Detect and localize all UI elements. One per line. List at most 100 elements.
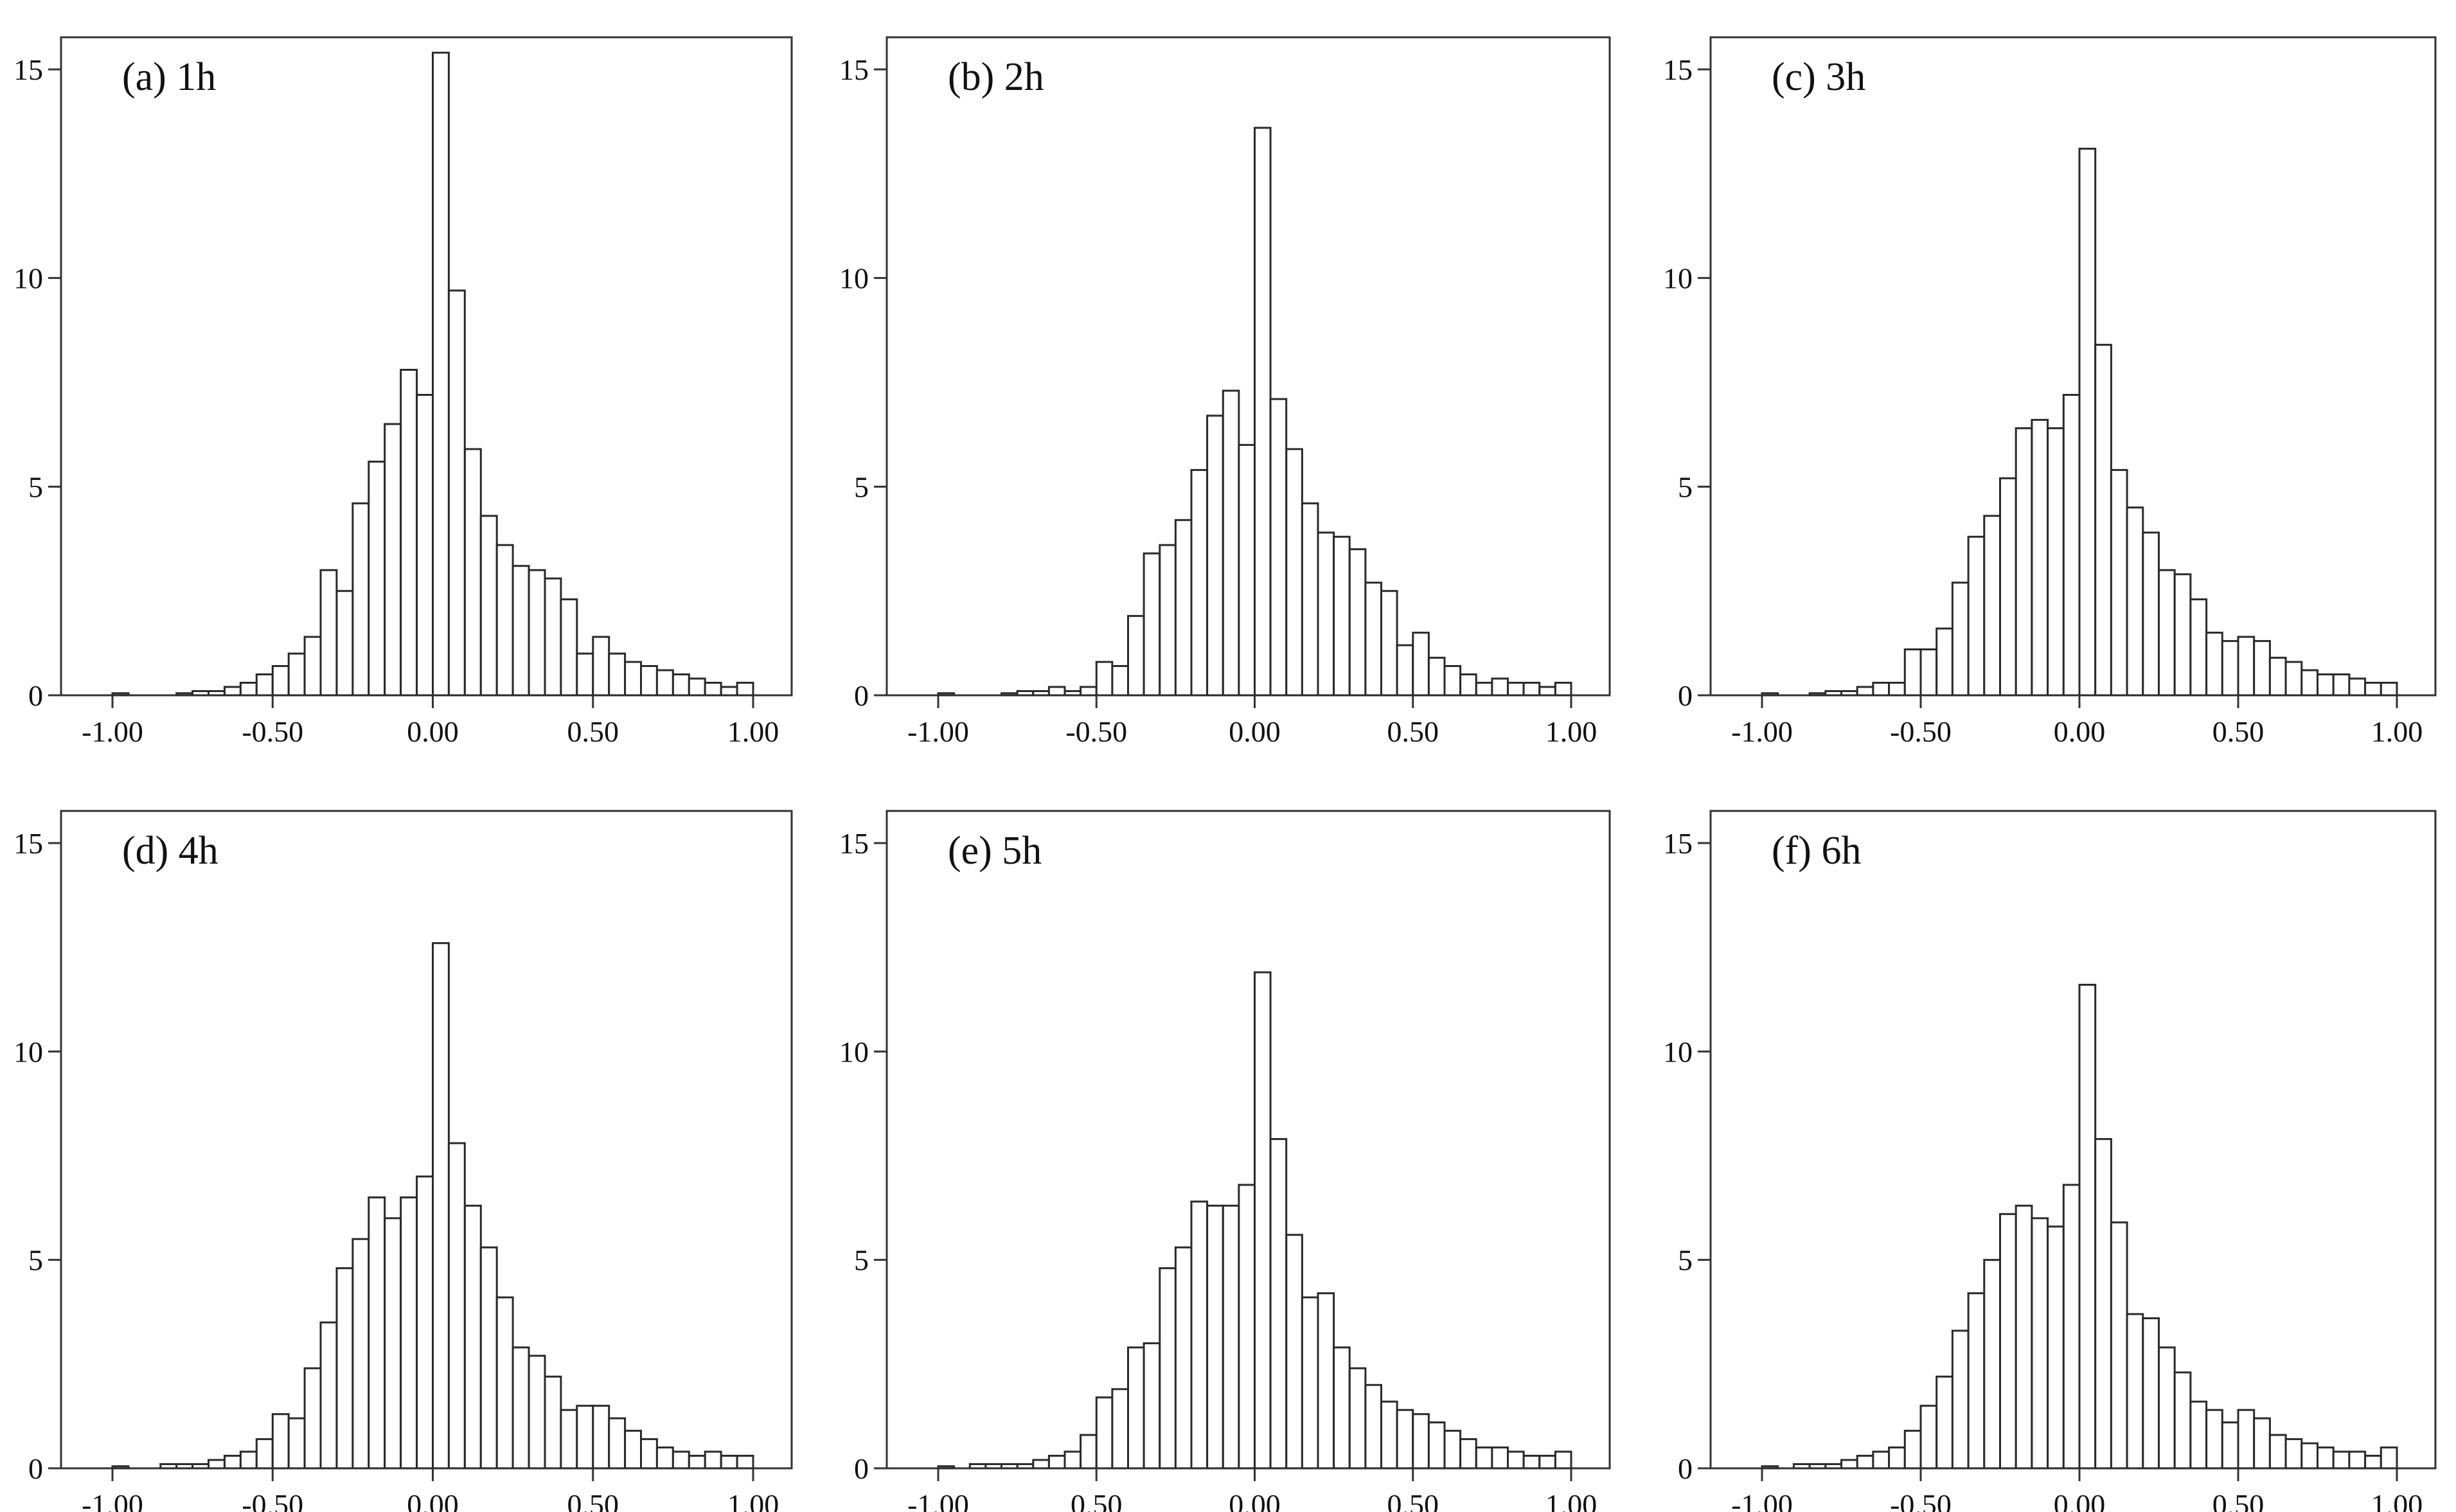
histogram-bar <box>1840 690 1858 697</box>
histogram-bar <box>2237 1409 2256 1470</box>
histogram-bar <box>1522 682 1541 697</box>
histogram-bar <box>1285 1234 1303 1470</box>
histogram-bar <box>255 673 274 697</box>
histogram-bar <box>2284 1438 2303 1470</box>
histogram-bar <box>2078 984 2097 1470</box>
histogram-bar <box>2015 1204 2033 1470</box>
histogram-bar <box>1317 1292 1335 1470</box>
panel-title: (a) 1h <box>122 55 216 99</box>
histogram-bar <box>447 289 466 697</box>
histogram-bar <box>1269 1138 1288 1470</box>
x-tick-label: -0.50 <box>242 1488 303 1512</box>
histogram-bar <box>2189 598 2208 697</box>
histogram-bar <box>271 1413 290 1470</box>
histogram-bar <box>2110 468 2128 697</box>
histogram-bar <box>1174 519 1193 697</box>
y-tick-label: 5 <box>854 470 869 503</box>
histogram-bar <box>1095 1396 1114 1470</box>
histogram-bar <box>463 448 482 697</box>
histogram-bar <box>576 1405 594 1470</box>
histogram-bar <box>1983 515 2002 697</box>
histogram-bar <box>672 673 690 697</box>
histogram-bar <box>1001 692 1019 697</box>
x-tick-label: -0.50 <box>242 715 303 748</box>
x-tick-label: -1.00 <box>82 715 143 748</box>
y-tick-label: 10 <box>839 262 869 295</box>
histogram-bar <box>495 1296 514 1470</box>
x-tick-label: 0.00 <box>1229 1488 1281 1512</box>
histogram-bar <box>351 502 370 697</box>
y-tick-label: 0 <box>28 679 43 712</box>
histogram-bar <box>1808 1463 1827 1470</box>
histogram-bar <box>2364 682 2382 697</box>
histogram-bar <box>1491 677 1509 697</box>
y-tick-label: 0 <box>854 679 869 712</box>
histogram-bar <box>1935 627 1953 697</box>
histogram-bar <box>1475 1446 1493 1470</box>
histogram-bar <box>1333 535 1351 697</box>
histogram-bar <box>2253 640 2271 697</box>
x-tick-label: -1.00 <box>82 1488 143 1512</box>
x-tick-label: -1.00 <box>1731 715 1793 748</box>
y-tick-label: 5 <box>28 470 43 503</box>
panel-title: (b) 2h <box>948 55 1044 99</box>
histogram-bar <box>1190 1200 1209 1470</box>
histogram-bar <box>2237 636 2256 697</box>
histogram-bar <box>2332 673 2351 697</box>
histogram-bar <box>1143 1342 1161 1470</box>
histogram-bar <box>159 1463 178 1470</box>
histogram-bar <box>191 1463 210 1470</box>
y-tick-label: 5 <box>28 1244 43 1277</box>
x-tick-label: 0.50 <box>2212 715 2265 748</box>
histogram-bar <box>335 590 354 697</box>
histogram-bar <box>1919 648 1938 697</box>
x-tick-label: 1.00 <box>1545 715 1597 748</box>
histogram-bar <box>1348 548 1367 697</box>
histogram-bar <box>2158 569 2176 697</box>
panel-title: (e) 5h <box>948 829 1042 873</box>
histogram-bar <box>1032 690 1050 697</box>
histogram-bar <box>287 652 306 697</box>
histogram-bar <box>1824 1463 1843 1470</box>
histogram-bar <box>1317 531 1335 697</box>
x-tick-label: 1.00 <box>2371 715 2423 748</box>
x-tick-label: -1.00 <box>1731 1488 1793 1512</box>
histogram-bar <box>592 1405 610 1470</box>
histogram-bar <box>2047 1225 2065 1470</box>
histogram-bar <box>1016 690 1035 697</box>
histogram-bar <box>1047 1455 1066 1470</box>
histogram-bar <box>1080 1434 1098 1470</box>
histogram-bar <box>368 1196 386 1470</box>
histogram-bar <box>1427 657 1446 697</box>
histogram-bar <box>1238 443 1256 697</box>
histogram-bar <box>1538 1455 1556 1470</box>
histogram-bar <box>1967 535 1986 697</box>
histogram-bar <box>640 1438 658 1470</box>
histogram-bar <box>1206 414 1224 697</box>
x-tick-label: 0.50 <box>567 715 619 748</box>
histogram-bar <box>1269 398 1288 697</box>
histogram-bar <box>1903 1430 1922 1470</box>
histogram-bar <box>1507 1450 1525 1470</box>
histogram-bar <box>224 1455 242 1470</box>
histogram-bar <box>208 1459 226 1470</box>
histogram-bar <box>1888 1446 1906 1470</box>
histogram-bar <box>2031 1217 2049 1470</box>
histogram-bar <box>512 1346 530 1470</box>
histogram-bar <box>984 1463 1003 1470</box>
histogram-bar <box>1364 1383 1382 1470</box>
histogram-bar <box>495 544 514 697</box>
histogram-bar <box>608 1417 627 1470</box>
histogram-bar <box>688 677 706 697</box>
histogram-bar <box>1396 1409 1414 1470</box>
histogram-bar <box>2173 1371 2192 1470</box>
histogram-bar <box>1999 1213 2017 1470</box>
histogram-bar <box>528 1355 546 1470</box>
histogram-bar <box>672 1450 690 1470</box>
y-tick-label: 10 <box>839 1035 869 1068</box>
histogram-panel-5: 0 5 10 15 -1.00 0.50 0.00 0.50 1.00 (e) 5h <box>839 810 1611 1512</box>
histogram-bar <box>2364 1455 2382 1470</box>
histogram-bar <box>704 1450 722 1470</box>
histogram-bar <box>1491 1446 1509 1470</box>
